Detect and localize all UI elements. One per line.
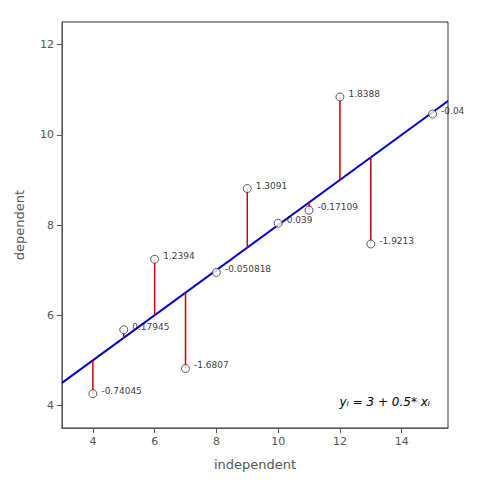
svg-text:12: 12 <box>40 38 54 51</box>
svg-text:4: 4 <box>47 399 54 412</box>
svg-text:8: 8 <box>213 435 220 448</box>
svg-text:1.2394: 1.2394 <box>163 251 195 261</box>
svg-text:1.3091: 1.3091 <box>256 181 288 191</box>
svg-text:6: 6 <box>47 309 54 322</box>
svg-text:0.17945: 0.17945 <box>132 322 169 332</box>
svg-text:yᵢ = 3 + 0.5* xᵢ: yᵢ = 3 + 0.5* xᵢ <box>339 395 430 409</box>
svg-text:0.039: 0.039 <box>287 215 313 225</box>
svg-text:6: 6 <box>151 435 158 448</box>
svg-text:-0.74045: -0.74045 <box>101 386 141 396</box>
svg-text:1.8388: 1.8388 <box>348 89 380 99</box>
svg-text:8: 8 <box>47 219 54 232</box>
svg-text:-0.050818: -0.050818 <box>225 264 271 274</box>
svg-text:independent: independent <box>214 457 296 472</box>
svg-text:10: 10 <box>271 435 285 448</box>
svg-text:-1.9213: -1.9213 <box>379 236 414 246</box>
svg-text:4: 4 <box>89 435 96 448</box>
svg-text:dependent: dependent <box>12 190 27 260</box>
svg-text:-0.17109: -0.17109 <box>318 202 359 212</box>
svg-text:14: 14 <box>395 435 409 448</box>
svg-text:10: 10 <box>40 128 54 141</box>
svg-text:12: 12 <box>333 435 347 448</box>
svg-text:-0.04: -0.04 <box>441 106 465 116</box>
svg-text:-1.6807: -1.6807 <box>194 360 229 370</box>
